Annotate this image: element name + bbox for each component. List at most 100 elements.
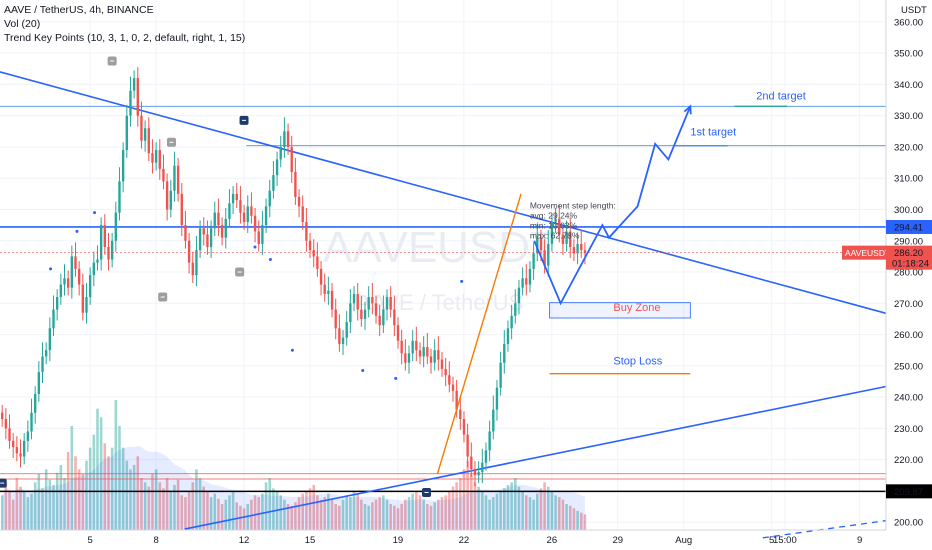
candle-body bbox=[107, 247, 110, 260]
candle-body bbox=[187, 240, 191, 263]
candle-body bbox=[209, 228, 213, 248]
candle-body bbox=[165, 181, 169, 210]
stats-line: max: 62.78% bbox=[530, 231, 580, 241]
volume-bar bbox=[30, 493, 33, 530]
trend-line-lower bbox=[184, 385, 887, 530]
volume-bar bbox=[466, 460, 469, 530]
y-tick-label: 320.00 bbox=[894, 142, 923, 153]
volume-bar bbox=[107, 456, 110, 530]
candle-body bbox=[140, 115, 143, 141]
candle-body bbox=[503, 343, 506, 363]
candle-body bbox=[532, 253, 535, 269]
x-tick-label: Aug bbox=[675, 535, 692, 546]
candle-body bbox=[510, 315, 513, 329]
y-tick-label: 340.00 bbox=[894, 80, 923, 91]
volume-bar bbox=[129, 469, 132, 530]
volume-bar bbox=[429, 505, 433, 530]
volume-bar bbox=[191, 482, 195, 530]
candle-body bbox=[286, 131, 290, 147]
candle-body bbox=[129, 90, 132, 116]
volume-bar bbox=[235, 502, 239, 530]
volume-legend[interactable]: Vol (20) bbox=[4, 18, 41, 30]
countdown-label: 01:18:24 bbox=[892, 259, 929, 270]
candle-body bbox=[301, 206, 304, 223]
volume-bar bbox=[514, 478, 517, 530]
volume-bar bbox=[495, 493, 499, 530]
volume-bar bbox=[535, 493, 539, 530]
volume-bar bbox=[327, 493, 330, 530]
candle-body bbox=[363, 309, 367, 319]
candle-body bbox=[41, 356, 44, 373]
symbol-legend[interactable]: AAVE / TetherUS, 4h, BINANCE bbox=[4, 4, 154, 16]
y-tick-label: 200.00 bbox=[894, 518, 923, 529]
volume-bar bbox=[202, 486, 206, 530]
candle-body bbox=[235, 193, 238, 201]
candle-body bbox=[22, 440, 26, 457]
candle-body bbox=[470, 456, 473, 470]
candle-body bbox=[451, 384, 455, 391]
volume-bar bbox=[349, 497, 352, 530]
volume-bar bbox=[283, 499, 286, 530]
candle-body bbox=[462, 418, 466, 435]
stats-line: min: 10.03% bbox=[530, 221, 578, 231]
candle-body bbox=[492, 409, 495, 432]
volume-bar bbox=[114, 400, 118, 530]
volume-bar bbox=[136, 456, 140, 530]
stats-line: avg: 29.24% bbox=[530, 211, 578, 221]
y-tick-label: 360.00 bbox=[894, 17, 923, 28]
candle-body bbox=[525, 278, 528, 285]
projection-arrowhead bbox=[683, 104, 692, 115]
volume-bar bbox=[308, 488, 312, 530]
volume-bar bbox=[242, 508, 246, 530]
volume-bar bbox=[459, 478, 462, 530]
x-tick-label: 15 bbox=[305, 535, 316, 546]
volume-bar bbox=[378, 497, 381, 530]
candle-body bbox=[264, 206, 268, 226]
volume-bar bbox=[198, 478, 202, 530]
volume-bar bbox=[268, 478, 272, 530]
key-point-dot bbox=[268, 258, 272, 262]
volume-bar bbox=[176, 479, 180, 530]
volume-bar bbox=[360, 499, 363, 530]
volume-bar bbox=[316, 495, 319, 530]
volume-bar bbox=[63, 478, 66, 530]
candle-body bbox=[411, 340, 414, 354]
candle-body bbox=[272, 175, 275, 191]
volume-bar bbox=[506, 484, 510, 530]
candle-body bbox=[481, 462, 484, 473]
volume-bar bbox=[55, 472, 59, 530]
last-price-badge bbox=[886, 245, 932, 270]
price-axis-badge bbox=[886, 484, 932, 499]
x-tick-label: 12 bbox=[239, 535, 250, 546]
volume-bar bbox=[418, 495, 422, 530]
candle-body bbox=[257, 231, 260, 244]
candle-body bbox=[477, 472, 480, 476]
candle-body bbox=[92, 262, 96, 276]
volume-bar bbox=[422, 499, 425, 530]
projection-path bbox=[533, 105, 692, 306]
volume-bar bbox=[579, 512, 583, 530]
candle-body bbox=[455, 390, 458, 410]
volume-bar bbox=[334, 504, 337, 530]
candle-body bbox=[415, 340, 418, 351]
key-point-dot bbox=[460, 279, 464, 283]
volume-bar bbox=[440, 497, 444, 530]
candle-body bbox=[444, 368, 447, 376]
candle-body bbox=[77, 268, 81, 285]
volume-bar bbox=[557, 497, 561, 530]
indicator-legend[interactable]: Trend Key Points (10, 3, 1, 0, 2, defaul… bbox=[4, 32, 246, 44]
volume-bar bbox=[4, 482, 8, 530]
candle-body bbox=[539, 237, 543, 251]
volume-bar bbox=[484, 495, 488, 530]
volume-bar bbox=[455, 482, 458, 530]
candle-body bbox=[158, 150, 161, 169]
volume-bar bbox=[261, 493, 264, 530]
volume-bar bbox=[154, 469, 158, 530]
candle-body bbox=[327, 290, 330, 294]
volume-bar bbox=[367, 505, 370, 530]
candle-body bbox=[136, 78, 139, 116]
volume-bar bbox=[583, 514, 587, 530]
volume-bar bbox=[385, 499, 389, 530]
candle-body bbox=[33, 393, 37, 413]
